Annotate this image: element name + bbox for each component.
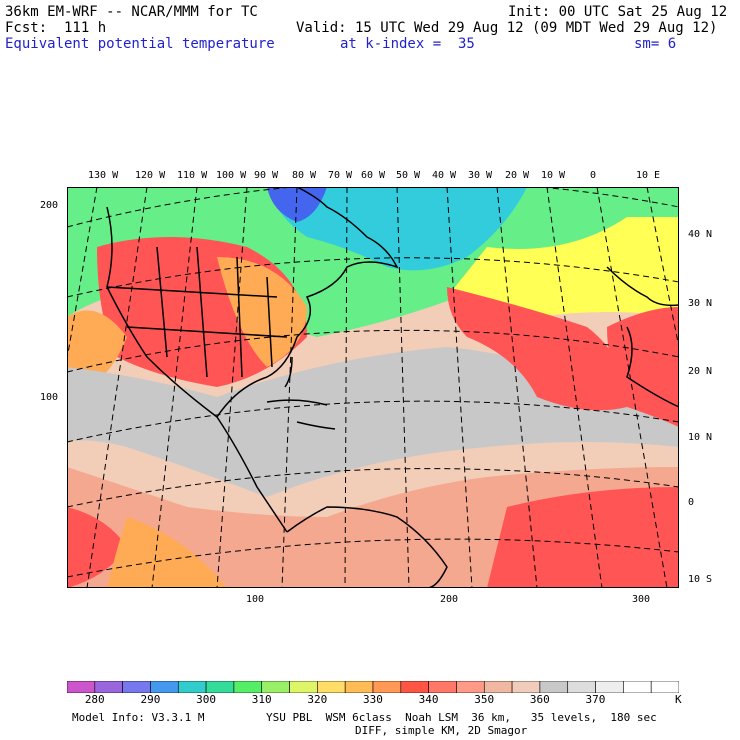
lon-label: 50 W: [396, 170, 421, 181]
colorbar-swatch: [233, 681, 263, 693]
left-grid-label: 100: [40, 392, 59, 403]
colorbar-label: 300: [196, 693, 216, 706]
atlantic-red-tongue: [447, 287, 627, 411]
field-name: Equivalent potential temperature: [5, 36, 275, 52]
lon-label: 40 W: [432, 170, 457, 181]
colorbar-label: 320: [307, 693, 328, 706]
colorbar-swatch: [372, 681, 402, 693]
colorbar-swatch: [400, 681, 429, 693]
colorbar-swatch: [289, 681, 318, 693]
lon-label: 80 W: [292, 170, 317, 181]
lon-label: 70 W: [328, 170, 353, 181]
bottom-grid-label: 200: [440, 594, 459, 605]
physics-info: YSU PBL WSM 6class Noah LSM 36 km, 35 le…: [266, 711, 657, 724]
valid-time: Valid: 15 UTC Wed 29 Aug 12 (09 MDT Wed …: [296, 20, 718, 36]
colorbar-swatch: [511, 681, 541, 693]
southern-red: [67, 507, 127, 588]
africa-warm: [607, 307, 679, 427]
diffusion-info: DIFF, simple KM, 2D Smagor: [355, 724, 528, 737]
lon-label: 0: [590, 170, 597, 181]
lon-label: 90 W: [254, 170, 279, 181]
colorbar-label: 310: [251, 693, 272, 706]
colorbar-swatch: [483, 681, 513, 693]
smooth-label: sm= 6: [634, 36, 677, 52]
colorbar-swatch: [623, 681, 652, 693]
lon-label: 110 W: [177, 170, 208, 181]
colorbar-swatch: [428, 681, 457, 693]
graticule: [67, 187, 679, 588]
lon-label: 10 W: [541, 170, 566, 181]
yellow-band: [447, 217, 679, 317]
lon-label: 130 W: [88, 170, 119, 181]
colorbar-unit: K: [675, 693, 682, 706]
colorbar-swatch: [122, 681, 151, 693]
colorbar-label: 290: [140, 693, 161, 706]
lon-label: 10 E: [636, 170, 661, 181]
level-label: at k-index = 35: [340, 36, 475, 52]
pacific-orange-south: [107, 517, 227, 588]
colorbar-label: 350: [474, 693, 495, 706]
colorbar-label: 280: [84, 693, 105, 706]
lon-label: 60 W: [361, 170, 386, 181]
colorbar-swatch: [261, 681, 290, 693]
colorbar-swatch: [344, 681, 374, 693]
lon-label: 120 W: [135, 170, 166, 181]
lat-label: 10 N: [688, 432, 713, 443]
colorbar-swatch: [595, 681, 624, 693]
init-time: Init: 00 UTC Sat 25 Aug 12: [508, 4, 728, 20]
colorbar-swatch: [67, 681, 96, 693]
bottom-grid-label: 100: [246, 594, 265, 605]
gray-band: [67, 347, 679, 497]
forecast-hour: Fcst: 111 h: [5, 20, 107, 36]
south-atlantic-red: [487, 487, 679, 588]
colorbar-swatch: [205, 681, 235, 693]
lat-label: 30 N: [688, 298, 713, 309]
map-frame: [67, 187, 679, 588]
lon-label: 100 W: [216, 170, 247, 181]
colorbar-swatch: [94, 681, 123, 693]
lon-label: 20 W: [505, 170, 530, 181]
lat-label: 10 S: [688, 574, 713, 585]
us-orange-region: [217, 257, 307, 367]
colorbar: [67, 681, 679, 693]
lon-label: 30 W: [468, 170, 493, 181]
coastlines: [106, 187, 679, 588]
colorbar-swatch: [150, 681, 179, 693]
lat-label: 20 N: [688, 366, 713, 377]
colorbar-swatch: [317, 681, 346, 693]
lat-label: 0: [688, 497, 695, 508]
model-title: 36km EM-WRF -- NCAR/MMM for TC: [5, 4, 258, 20]
cyan-region: [267, 187, 527, 271]
lat-label: 40 N: [688, 229, 713, 240]
weather-map: [67, 187, 679, 588]
model-info: Model Info: V3.3.1 M: [72, 711, 205, 724]
colorbar-label: 340: [418, 693, 439, 706]
colorbar-swatch: [650, 681, 679, 693]
left-grid-label: 200: [40, 200, 59, 211]
colorbar-label: 360: [529, 693, 550, 706]
colorbar-swatch: [456, 681, 485, 693]
colorbar-label: 370: [585, 693, 606, 706]
bottom-grid-label: 300: [632, 594, 651, 605]
colorbar-label: 330: [363, 693, 383, 706]
colorbar-swatch: [567, 681, 596, 693]
colorbar-swatch: [177, 681, 207, 693]
colorbar-swatch: [539, 681, 569, 693]
